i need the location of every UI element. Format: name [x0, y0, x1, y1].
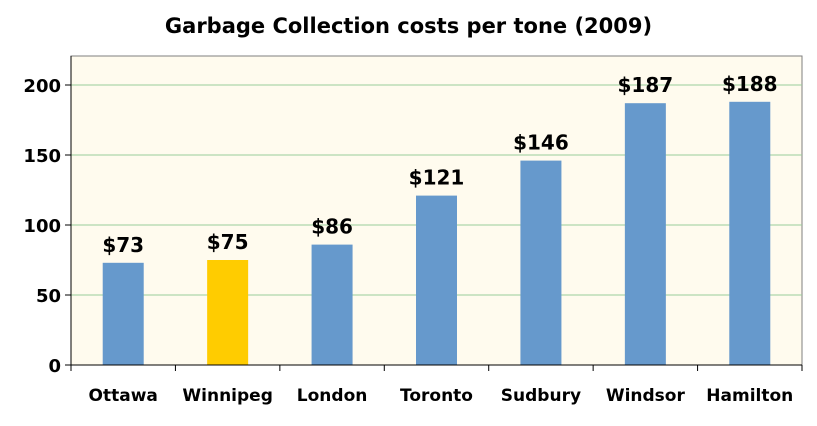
bar: [416, 195, 457, 365]
category-label: Hamilton: [706, 386, 793, 406]
y-tick-label: 200: [23, 76, 61, 97]
bar: [520, 160, 562, 365]
bar: [311, 244, 353, 365]
y-tick-label: 0: [48, 356, 61, 377]
bar: [207, 260, 249, 365]
category-labels: Ottawa Winnipeg London Toronto Sudbury Windso…: [89, 386, 794, 406]
bar: [624, 103, 666, 365]
y-tick-label: 100: [23, 216, 61, 237]
chart-title: Garbage Collection costs per tone (2009): [164, 14, 653, 38]
y-axis-ticks: 0 50 100 150 200: [23, 76, 61, 377]
category-label: Ottawa: [89, 386, 158, 406]
bars: [102, 101, 803, 371]
data-label: $73: [102, 233, 144, 257]
y-tick-label: 150: [23, 146, 61, 167]
y-tick-label: 50: [36, 286, 61, 307]
data-label: $86: [311, 215, 353, 239]
bar: [729, 101, 771, 366]
data-labels: $73 $75 $86 $121 $146 $187 $188: [102, 72, 777, 257]
category-label: Toronto: [400, 386, 473, 406]
bar: [102, 262, 144, 365]
data-label: $146: [513, 131, 569, 155]
data-label: $188: [722, 72, 778, 96]
category-label: Windsor: [606, 386, 686, 406]
category-label: London: [297, 386, 368, 406]
category-label: Winnipeg: [182, 386, 272, 406]
category-label: Sudbury: [501, 386, 581, 406]
data-label: $75: [207, 230, 249, 254]
data-label: $187: [618, 73, 674, 97]
data-label: $121: [409, 166, 465, 190]
